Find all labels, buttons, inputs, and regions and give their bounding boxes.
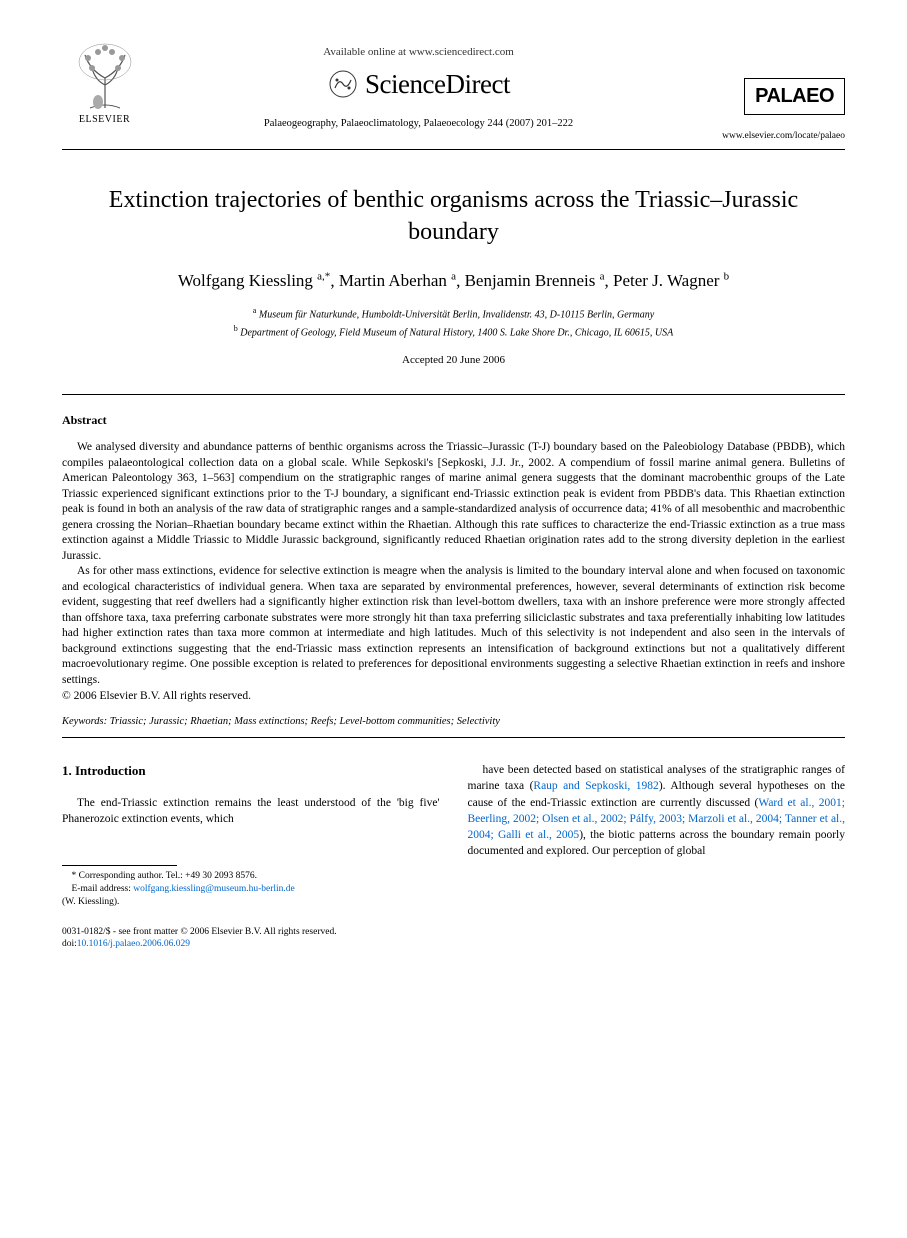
email-author: (W. Kiessling). bbox=[62, 896, 440, 909]
corr-author-line: * Corresponding author. Tel.: +49 30 209… bbox=[62, 870, 440, 883]
affiliation: b Department of Geology, Field Museum of… bbox=[62, 323, 845, 340]
affiliation: a Museum für Naturkunde, Humboldt-Univer… bbox=[62, 305, 845, 322]
sciencedirect-icon bbox=[327, 68, 359, 100]
left-column: 1. Introduction The end-Triassic extinct… bbox=[62, 762, 440, 951]
abstract-bottom-divider bbox=[62, 737, 845, 738]
header-divider bbox=[62, 149, 845, 150]
corresponding-author-footnote: * Corresponding author. Tel.: +49 30 209… bbox=[62, 870, 440, 910]
keywords-label: Keywords: bbox=[62, 716, 107, 727]
copyright-line: © 2006 Elsevier B.V. All rights reserved… bbox=[62, 690, 845, 702]
email-link[interactable]: wolfgang.kiessling@museum.hu-berlin.de bbox=[133, 884, 295, 894]
body-columns: 1. Introduction The end-Triassic extinct… bbox=[62, 762, 845, 951]
author: Peter J. Wagner b bbox=[613, 271, 729, 290]
doi-line: doi:10.1016/j.palaeo.2006.06.029 bbox=[62, 938, 440, 951]
keywords-text: Triassic; Jurassic; Rhaetian; Mass extin… bbox=[110, 716, 500, 727]
abstract-top-divider bbox=[62, 394, 845, 395]
footnote-divider bbox=[62, 865, 177, 866]
article-title: Extinction trajectories of benthic organ… bbox=[62, 184, 845, 249]
sciencedirect-text: ScienceDirect bbox=[365, 69, 510, 100]
front-matter-line: 0031-0182/$ - see front matter © 2006 El… bbox=[62, 926, 440, 939]
authors-line: Wolfgang Kiessling a,*, Martin Aberhan a… bbox=[62, 271, 845, 292]
page-header: ELSEVIER Available online at www.science… bbox=[62, 40, 845, 141]
author: Benjamin Brenneis a bbox=[465, 271, 605, 290]
reference-link[interactable]: Raup and Sepkoski, 1982 bbox=[533, 780, 658, 792]
journal-url: www.elsevier.com/locate/palaeo bbox=[690, 131, 845, 141]
section-heading: 1. Introduction bbox=[62, 762, 440, 780]
author: Martin Aberhan a bbox=[339, 271, 456, 290]
right-column: have been detected based on statistical … bbox=[468, 762, 846, 951]
doi-link[interactable]: 10.1016/j.palaeo.2006.06.029 bbox=[77, 939, 190, 949]
footer-block: 0031-0182/$ - see front matter © 2006 El… bbox=[62, 926, 440, 952]
elsevier-tree-icon bbox=[70, 40, 140, 112]
author: Wolfgang Kiessling a,* bbox=[178, 271, 330, 290]
elsevier-logo-block: ELSEVIER bbox=[62, 40, 147, 125]
available-online-text: Available online at www.sciencedirect.co… bbox=[147, 46, 690, 58]
abstract-heading: Abstract bbox=[62, 413, 845, 428]
affiliations: a Museum für Naturkunde, Humboldt-Univer… bbox=[62, 305, 845, 340]
keywords-line: Keywords: Triassic; Jurassic; Rhaetian; … bbox=[62, 716, 845, 727]
email-line: E-mail address: wolfgang.kiessling@museu… bbox=[62, 883, 440, 896]
center-header: Available online at www.sciencedirect.co… bbox=[147, 40, 690, 129]
abstract-paragraph: We analysed diversity and abundance patt… bbox=[62, 440, 845, 564]
intro-paragraph: The end-Triassic extinction remains the … bbox=[62, 795, 440, 827]
sciencedirect-brand: ScienceDirect bbox=[147, 68, 690, 100]
journal-citation: Palaeogeography, Palaeoclimatology, Pala… bbox=[147, 118, 690, 129]
abstract-body: We analysed diversity and abundance patt… bbox=[62, 440, 845, 688]
elsevier-label: ELSEVIER bbox=[79, 114, 130, 125]
palaeo-logo: PALAEO bbox=[744, 78, 845, 115]
journal-logo-block: PALAEO www.elsevier.com/locate/palaeo bbox=[690, 40, 845, 141]
intro-paragraph-continued: have been detected based on statistical … bbox=[468, 762, 846, 859]
abstract-paragraph: As for other mass extinctions, evidence … bbox=[62, 564, 845, 688]
accepted-date: Accepted 20 June 2006 bbox=[62, 354, 845, 366]
